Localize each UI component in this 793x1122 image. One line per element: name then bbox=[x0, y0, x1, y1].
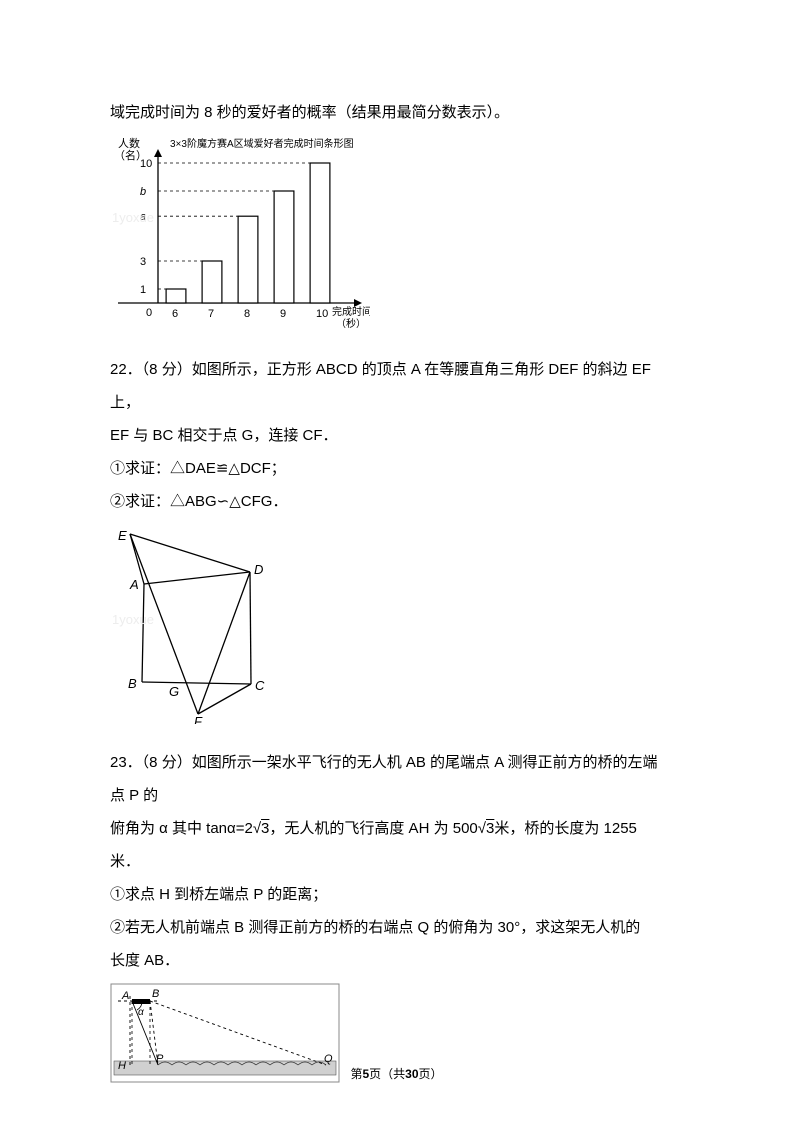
svg-text:6: 6 bbox=[172, 308, 178, 320]
svg-text:Q: Q bbox=[324, 1053, 333, 1065]
q23-line-4: 米． bbox=[110, 845, 683, 878]
sqrt-3: √3 bbox=[253, 820, 270, 837]
svg-text:9: 9 bbox=[280, 308, 286, 320]
svg-text:A: A bbox=[121, 990, 129, 1002]
q22-line-1: 22．（8 分）如图所示，正方形 ABCD 的顶点 A 在等腰直角三角形 DEF… bbox=[110, 353, 683, 419]
q22-line-4: ②求证：△ABG∽△CFG． bbox=[110, 485, 683, 518]
q22-line-3: ①求证：△DAE≌△DCF； bbox=[110, 452, 683, 485]
bar-chart-svg: 人数（名）3×3阶魔方赛A区域爱好者完成时间条形图01637a8b91010完成… bbox=[110, 133, 370, 333]
svg-text:1: 1 bbox=[140, 284, 146, 296]
svg-text:C: C bbox=[255, 678, 265, 693]
svg-text:8: 8 bbox=[244, 308, 250, 320]
q22-line-2: EF 与 BC 相交于点 G，连接 CF． bbox=[110, 419, 683, 452]
svg-text:B: B bbox=[152, 988, 159, 1000]
q23-line-1: 23．（8 分）如图所示一架水平飞行的无人机 AB 的尾端点 A 测得正前方的桥… bbox=[110, 746, 683, 779]
svg-text:10: 10 bbox=[140, 158, 152, 170]
page-footer: 第5页（共30页） bbox=[0, 1065, 793, 1082]
geometry-svg: E A D B G C F bbox=[110, 524, 290, 724]
bar-chart-figure: 人数（名）3×3阶魔方赛A区域爱好者完成时间条形图01637a8b91010完成… bbox=[110, 133, 683, 345]
footer-post: 页） bbox=[419, 1067, 443, 1081]
document-body: 域完成时间为 8 秒的爱好者的概率（结果用最简分数表示）。 人数（名）3×3阶魔… bbox=[110, 96, 683, 1095]
svg-text:3×3阶魔方赛A区域爱好者完成时间条形图: 3×3阶魔方赛A区域爱好者完成时间条形图 bbox=[170, 137, 354, 150]
q23-text-mid: ，无人机的飞行高度 AH 为 500 bbox=[269, 820, 477, 837]
svg-text:人数: 人数 bbox=[118, 137, 140, 150]
svg-text:b: b bbox=[140, 186, 146, 198]
svg-text:0: 0 bbox=[146, 307, 152, 319]
q23-line-7: 长度 AB． bbox=[110, 944, 683, 977]
svg-text:完成时间: 完成时间 bbox=[332, 305, 370, 318]
q23-line-5: ①求点 H 到桥左端点 P 的距离； bbox=[110, 878, 683, 911]
continuation-line: 域完成时间为 8 秒的爱好者的概率（结果用最简分数表示）。 bbox=[110, 96, 683, 129]
svg-text:a: a bbox=[140, 211, 146, 223]
svg-text:B: B bbox=[128, 676, 137, 691]
svg-text:10: 10 bbox=[316, 308, 328, 320]
svg-text:P: P bbox=[156, 1053, 164, 1065]
q23-line-3: 俯角为 α 其中 tanα=2√3，无人机的飞行高度 AH 为 500√3米，桥… bbox=[110, 812, 683, 845]
svg-text:A: A bbox=[129, 577, 139, 592]
svg-text:G: G bbox=[169, 684, 179, 699]
q23-line-6: ②若无人机前端点 B 测得正前方的桥的右端点 Q 的俯角为 30°，求这架无人机… bbox=[110, 911, 683, 944]
svg-text:（秒）: （秒） bbox=[336, 317, 366, 330]
footer-total: 30 bbox=[405, 1067, 418, 1081]
footer-pre: 第 bbox=[350, 1067, 362, 1081]
svg-text:D: D bbox=[254, 562, 263, 577]
svg-text:E: E bbox=[118, 528, 127, 543]
q23-text-pre: 俯角为 α 其中 tanα=2 bbox=[110, 820, 253, 837]
q23-text-post: 米，桥的长度为 1255 bbox=[494, 820, 637, 837]
svg-text:F: F bbox=[194, 714, 203, 724]
geometry-figure: E A D B G C F bbox=[110, 524, 683, 736]
footer-mid: 页（共 bbox=[369, 1067, 405, 1081]
q23-line-2: 点 P 的 bbox=[110, 779, 683, 812]
svg-text:3: 3 bbox=[140, 256, 146, 268]
sqrt-3: √3 bbox=[478, 820, 495, 837]
svg-text:α: α bbox=[138, 1007, 144, 1018]
svg-text:7: 7 bbox=[208, 308, 214, 320]
